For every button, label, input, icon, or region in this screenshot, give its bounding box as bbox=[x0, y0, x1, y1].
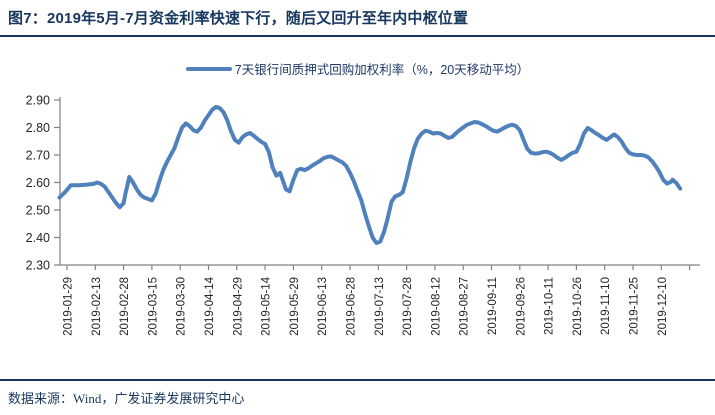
x-tick-label: 2019-12-10 bbox=[657, 277, 669, 336]
x-tick-label: 2019-02-28 bbox=[119, 277, 131, 336]
x-tick-label: 2019-07-28 bbox=[402, 277, 414, 336]
x-tick-label: 2019-04-29 bbox=[232, 277, 244, 336]
x-tick-label: 2019-06-13 bbox=[317, 277, 329, 336]
x-tick-label: 2019-04-14 bbox=[204, 276, 216, 335]
x-tick-label: 2019-08-12 bbox=[430, 277, 442, 336]
x-tick-label: 2019-06-28 bbox=[346, 277, 358, 336]
legend-line-marker bbox=[185, 66, 232, 71]
x-tick-label: 2019-08-27 bbox=[459, 277, 471, 336]
x-tick-label: 2019-10-11 bbox=[544, 277, 556, 335]
x-tick-label: 2019-10-26 bbox=[572, 277, 584, 336]
x-tick-label: 2019-03-30 bbox=[176, 277, 188, 336]
y-tick-label: 2.40 bbox=[26, 231, 50, 245]
y-tick-label: 2.70 bbox=[26, 149, 50, 163]
chart-area: 2.90 2.80 2.70 2.60 2.50 2.40 2.30 2019-01-29 20… bbox=[0, 84, 715, 384]
legend-label: 7天银行间质押式回购加权利率（%，20天移动平均） bbox=[234, 63, 530, 77]
footer-divider bbox=[0, 379, 715, 381]
data-source: 数据来源：Wind，广发证券发展研究中心 bbox=[8, 391, 245, 406]
x-tick-label: 2019-11-25 bbox=[629, 277, 641, 335]
y-tick-label: 2.30 bbox=[26, 259, 50, 273]
series-line bbox=[57, 104, 683, 245]
x-tick-label: 2019-03-15 bbox=[147, 277, 159, 336]
x-tick-label: 2019-05-29 bbox=[289, 277, 301, 336]
x-tick-label: 2019-09-26 bbox=[515, 277, 527, 336]
x-tick-label: 2019-02-13 bbox=[91, 277, 103, 336]
y-tick-label: 2.90 bbox=[26, 94, 50, 108]
x-tick-label: 2019-07-13 bbox=[374, 277, 386, 336]
y-tick-label: 2.60 bbox=[26, 176, 50, 190]
x-tick-label: 2019-11-10 bbox=[600, 277, 612, 335]
x-tick-label: 2019-09-11 bbox=[487, 277, 499, 335]
x-tick-label: 2019-01-29 bbox=[63, 277, 75, 336]
chart-legend: 7天银行间质押式回购加权利率（%，20天移动平均） bbox=[0, 59, 715, 78]
line-chart: 2.90 2.80 2.70 2.60 2.50 2.40 2.30 2019-01-29 20… bbox=[26, 94, 700, 336]
title-divider bbox=[0, 35, 715, 37]
figure-title: 图7：2019年5月-7月资金利率快速下行，随后又回升至年内中枢位置 bbox=[8, 10, 469, 27]
x-tick-label: 2019-05-14 bbox=[261, 276, 273, 335]
y-tick-label: 2.80 bbox=[26, 121, 50, 135]
y-tick-label: 2.50 bbox=[26, 204, 50, 218]
